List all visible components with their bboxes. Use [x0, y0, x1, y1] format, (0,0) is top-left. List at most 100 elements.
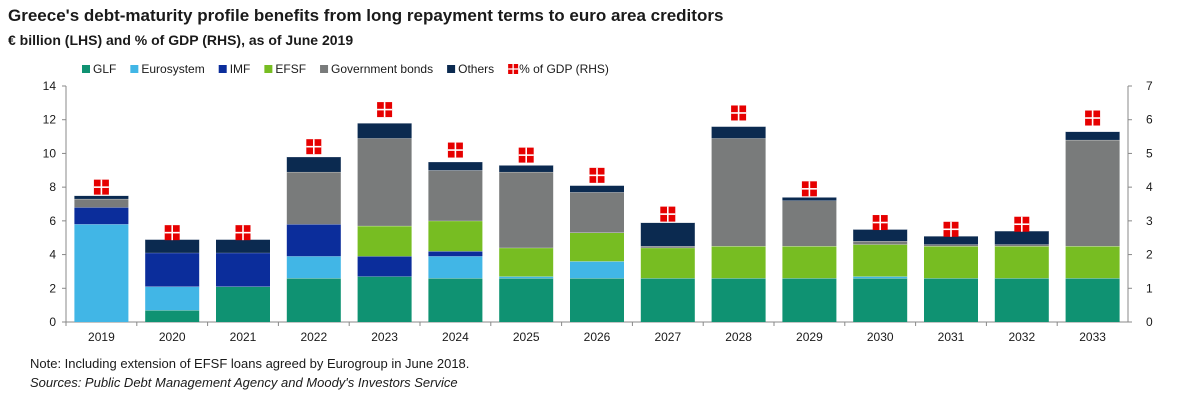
x-tick-label: 2024 — [442, 330, 469, 344]
bar-segment-government-bonds — [74, 198, 129, 208]
right-tick-label: 2 — [1146, 248, 1153, 262]
bar-segment-glf — [924, 278, 978, 322]
bar-segment-glf — [853, 278, 908, 322]
bar-segment-glf — [640, 278, 695, 322]
bar-segment-others — [74, 195, 129, 199]
bar-segment-glf — [428, 278, 483, 322]
bar-segment-imf — [428, 251, 483, 257]
chart-subtitle: € billion (LHS) and % of GDP (RHS), as o… — [8, 32, 354, 48]
bar-segment-imf — [286, 224, 341, 257]
bar-segment-others — [428, 161, 483, 171]
bar-segment-efsf — [711, 246, 766, 279]
x-tick-label: 2022 — [300, 330, 327, 344]
right-tick-label: 1 — [1146, 281, 1153, 295]
legend-label-imf: IMF — [230, 62, 251, 76]
bar-segment-eurosystem — [74, 224, 129, 322]
legend-label-efsf: EFSF — [275, 62, 306, 76]
legend-swatch-glf — [82, 65, 90, 73]
legend-swatch-government-bonds — [320, 65, 329, 73]
left-tick-label: 14 — [43, 79, 57, 93]
bar-segment-others — [570, 185, 624, 193]
legend-label-others: Others — [458, 62, 494, 76]
bar-segment-efsf — [994, 246, 1049, 279]
x-tick-label: 2026 — [584, 330, 611, 344]
bar-segment-imf — [357, 256, 412, 277]
bar-segment-others — [924, 236, 978, 245]
x-tick-label: 2027 — [654, 330, 681, 344]
bar-segment-eurosystem — [853, 276, 908, 279]
bar-segment-others — [286, 156, 341, 172]
bar-segment-government-bonds — [570, 192, 624, 233]
bar-segment-government-bonds — [357, 138, 412, 226]
bar-segment-glf — [357, 276, 412, 322]
bar-segment-eurosystem — [499, 276, 554, 279]
bar-segment-efsf — [640, 247, 695, 279]
left-tick-label: 6 — [49, 214, 56, 228]
bar-segment-glf — [216, 286, 270, 322]
x-tick-label: 2020 — [159, 330, 186, 344]
x-tick-label: 2023 — [371, 330, 398, 344]
right-tick-label: 0 — [1146, 315, 1153, 329]
bar-segment-imf — [216, 252, 270, 287]
bar-segment-imf — [145, 252, 200, 287]
bar-segment-efsf — [782, 246, 837, 279]
x-tick-label: 2019 — [88, 330, 115, 344]
left-tick-label: 8 — [49, 180, 56, 194]
x-tick-label: 2030 — [867, 330, 894, 344]
x-tick-label: 2031 — [938, 330, 965, 344]
legend-label-of-gdp-rhs: % of GDP (RHS) — [519, 62, 609, 76]
right-tick-label: 4 — [1146, 180, 1153, 194]
x-tick-label: 2033 — [1079, 330, 1106, 344]
legend-label-government-bonds: Government bonds — [331, 62, 433, 76]
legend-swatch-eurosystem — [130, 65, 139, 73]
bar-segment-others — [1065, 131, 1120, 140]
bar-segment-government-bonds — [782, 200, 837, 247]
left-tick-label: 12 — [43, 113, 57, 127]
bar-segment-efsf — [1065, 246, 1120, 279]
bar-segment-others — [357, 123, 412, 139]
bar-segment-others — [145, 239, 200, 253]
bar-segment-others — [853, 229, 908, 242]
right-tick-label: 5 — [1146, 146, 1153, 160]
left-tick-label: 10 — [43, 146, 57, 160]
bar-segment-others — [216, 239, 270, 253]
bar-segment-glf — [499, 278, 554, 322]
bar-segment-efsf — [499, 247, 554, 277]
x-tick-label: 2025 — [513, 330, 540, 344]
bar-segment-glf — [570, 278, 624, 322]
bar-segment-government-bonds — [640, 246, 695, 248]
bar-segment-eurosystem — [570, 261, 624, 279]
bar-segment-others — [782, 197, 837, 201]
bar-segment-eurosystem — [286, 256, 341, 279]
bar-segment-government-bonds — [428, 170, 483, 221]
bar-segment-efsf — [853, 244, 908, 277]
right-tick-label: 7 — [1146, 79, 1153, 93]
left-tick-label: 2 — [49, 281, 56, 295]
legend-label-eurosystem: Eurosystem — [141, 62, 204, 76]
chart-title: Greece's debt-maturity profile benefits … — [8, 6, 724, 25]
x-tick-label: 2029 — [796, 330, 823, 344]
bar-segment-government-bonds — [1065, 139, 1120, 247]
bar-segment-government-bonds — [499, 171, 554, 248]
bar-segment-glf — [286, 278, 341, 322]
chart-source: Sources: Public Debt Management Agency a… — [30, 375, 458, 390]
bar-segment-imf — [74, 207, 129, 225]
bar-segment-glf — [711, 278, 766, 322]
right-tick-label: 3 — [1146, 214, 1153, 228]
bar-segment-efsf — [428, 220, 483, 252]
bar-segment-glf — [145, 310, 200, 322]
x-tick-label: 2028 — [725, 330, 752, 344]
bar-segment-eurosystem — [428, 256, 483, 279]
bar-segment-glf — [1065, 278, 1120, 322]
bar-segment-others — [640, 222, 695, 247]
bar-segment-eurosystem — [145, 286, 200, 311]
bar-segment-efsf — [357, 225, 412, 257]
left-tick-label: 4 — [49, 248, 56, 262]
bar-segment-government-bonds — [286, 171, 341, 225]
legend-swatch-imf — [218, 65, 227, 73]
bar-segment-government-bonds — [924, 244, 978, 247]
bar-segment-glf — [782, 278, 837, 322]
bar-segment-others — [711, 126, 766, 139]
bar-segment-government-bonds — [853, 241, 908, 245]
bar-segment-glf — [994, 278, 1049, 322]
